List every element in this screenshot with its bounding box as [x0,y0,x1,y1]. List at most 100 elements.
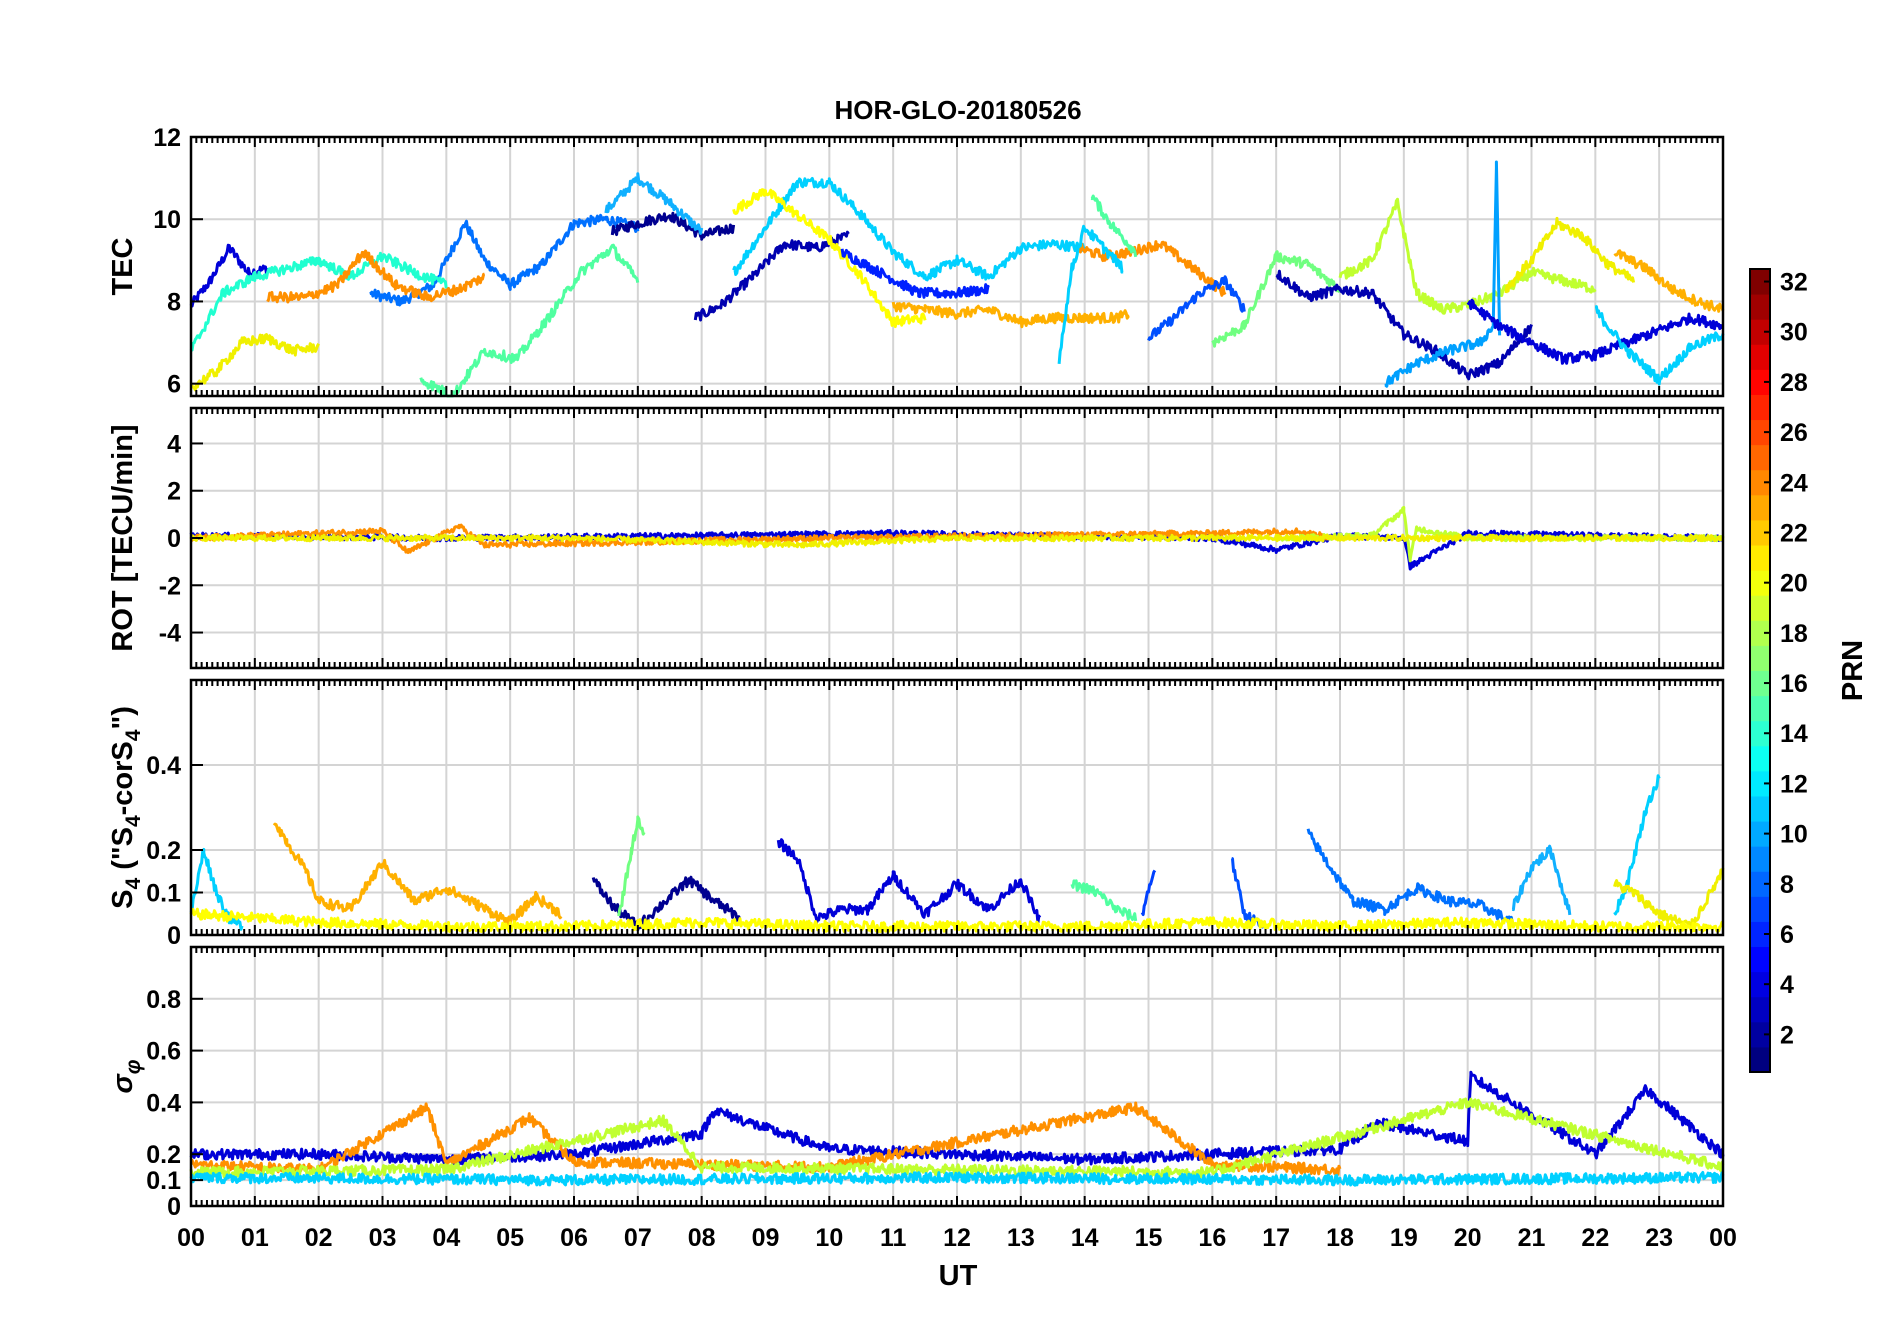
colorbar-label: PRN [1837,640,1869,701]
y-tick-label: 10 [153,206,181,234]
series-prn-21 [1504,216,1636,294]
y-tick-label: -2 [159,572,181,600]
series-prn-12 [189,1171,1725,1187]
x-tick-label: 10 [815,1224,843,1252]
y-tick-label: 8 [167,288,181,316]
x-tick-label: 23 [1645,1224,1673,1252]
x-tick-label: 09 [752,1224,780,1252]
colorbar-segment [1750,1046,1770,1073]
series-prn-10 [1384,160,1502,388]
panel-3: 00.10.20.4S4 ("S4-corS4") [107,678,1725,950]
x-tick-label: 15 [1135,1224,1163,1252]
y-axis-label-part: S [107,890,139,909]
y-axis-label-part: ("S [107,827,139,878]
x-tick-label: 19 [1390,1224,1418,1252]
x-tick-label: 22 [1581,1224,1609,1252]
x-tick-label: 13 [1007,1224,1035,1252]
x-tick-label: 07 [624,1224,652,1252]
y-tick-label: 4 [167,430,181,458]
colorbar-tick-label: 14 [1780,720,1808,748]
series-prn-5 [840,248,990,299]
x-tick-label: 20 [1454,1224,1482,1252]
colorbar-tick-label: 24 [1780,469,1808,497]
colorbar-segment [1750,821,1770,847]
colorbar-segment [1750,971,1770,998]
colorbar-segment [1750,896,1770,922]
colorbar-frame [1749,268,1771,1073]
x-tick-label: 16 [1198,1224,1226,1252]
y-axis-label: ROT [TECU/min] [107,424,139,651]
series-prn-13 [189,251,448,352]
x-tick-label: 04 [432,1224,460,1252]
x-tick-label: 00 [1709,1224,1737,1252]
y-axis-label: σφ [107,1059,145,1093]
y-tick-label: 0.2 [146,837,181,865]
y-tick-label: 0.1 [146,1167,181,1195]
series-prn-21 [1613,867,1725,932]
colorbar-tick-label: 16 [1780,670,1808,698]
colorbar-segment [1750,469,1770,496]
series-prn-23 [266,249,486,304]
colorbar-segment [1750,444,1770,471]
x-tick-label: 08 [688,1224,716,1252]
series-prn-21 [190,333,320,392]
y-tick-label: 0 [167,525,181,553]
series-prn-9 [1306,828,1514,924]
series-prn-2 [693,230,850,322]
y-axis-label-part: ") [107,706,139,729]
series-prn-12 [1613,774,1661,916]
series-prn-12 [732,176,1086,282]
colorbar-tick-label: 4 [1780,971,1794,999]
x-tick-label: 03 [369,1224,397,1252]
x-axis-ticks: 00 01 02 03 04 05 06 07 08 09 10 11 12 13 14 15 16 17 18 19… [177,1224,1737,1252]
series-prn-12 [1057,224,1124,365]
colorbar-segment [1750,394,1770,421]
colorbar-segment [1750,871,1770,897]
series-prn-15 [1070,879,1138,922]
x-tick-label: 11 [880,1224,907,1252]
colorbar-segment [1750,570,1770,596]
y-tick-label: 2 [167,478,181,506]
y-axis-label: TEC [107,237,139,295]
series-prn-23 [1076,240,1227,297]
series-group [189,505,1725,571]
y-tick-label: 0.2 [146,1141,181,1169]
colorbar-tick-label: 30 [1780,319,1808,347]
colorbar-tick-label: 6 [1780,921,1794,949]
series-prn-20 [732,188,927,329]
colorbar-tick-label: 28 [1780,369,1808,397]
colorbar-tick-label: 20 [1780,570,1808,598]
x-tick-label: 02 [305,1224,333,1252]
series-prn-22 [891,301,1130,329]
colorbar-segment [1750,745,1770,772]
y-tick-label: 12 [153,124,181,152]
frame-ticks [190,680,1724,935]
colorbar-segment [1750,695,1770,722]
y-tick-label: 0.4 [146,1089,181,1117]
y-axis-label: S4 ("S4-corS4") [107,706,145,909]
series-prn-15 [1090,194,1138,258]
y-tick-label: 6 [167,371,181,399]
panel-1: 6 8 10 12 TEC [107,124,1725,399]
colorbar-tick-label: 12 [1780,770,1808,798]
chart-title: HOR-GLO-20180526 [834,95,1081,125]
x-tick-label: 14 [1071,1224,1099,1252]
colorbar-segment [1750,996,1770,1023]
colorbar-tick-label: 10 [1780,821,1808,849]
series-prn-2 [1275,269,1533,381]
grid [191,137,1723,396]
colorbar-segment [1750,269,1770,295]
y-tick-label: 0 [167,922,181,950]
x-axis-label: UT [939,1260,978,1292]
colorbar-tick-label: 22 [1780,519,1808,547]
y-tick-label: -4 [159,620,181,648]
y-tick-label: 0.1 [146,880,181,908]
colorbar-segment [1750,519,1770,546]
colorbar-segment [1750,369,1770,395]
series-prn-1 [610,211,736,241]
colorbar-segment [1750,620,1770,646]
y-axis-label-subscript: φ [122,1059,145,1074]
colorbar-tick-label: 26 [1780,419,1808,447]
